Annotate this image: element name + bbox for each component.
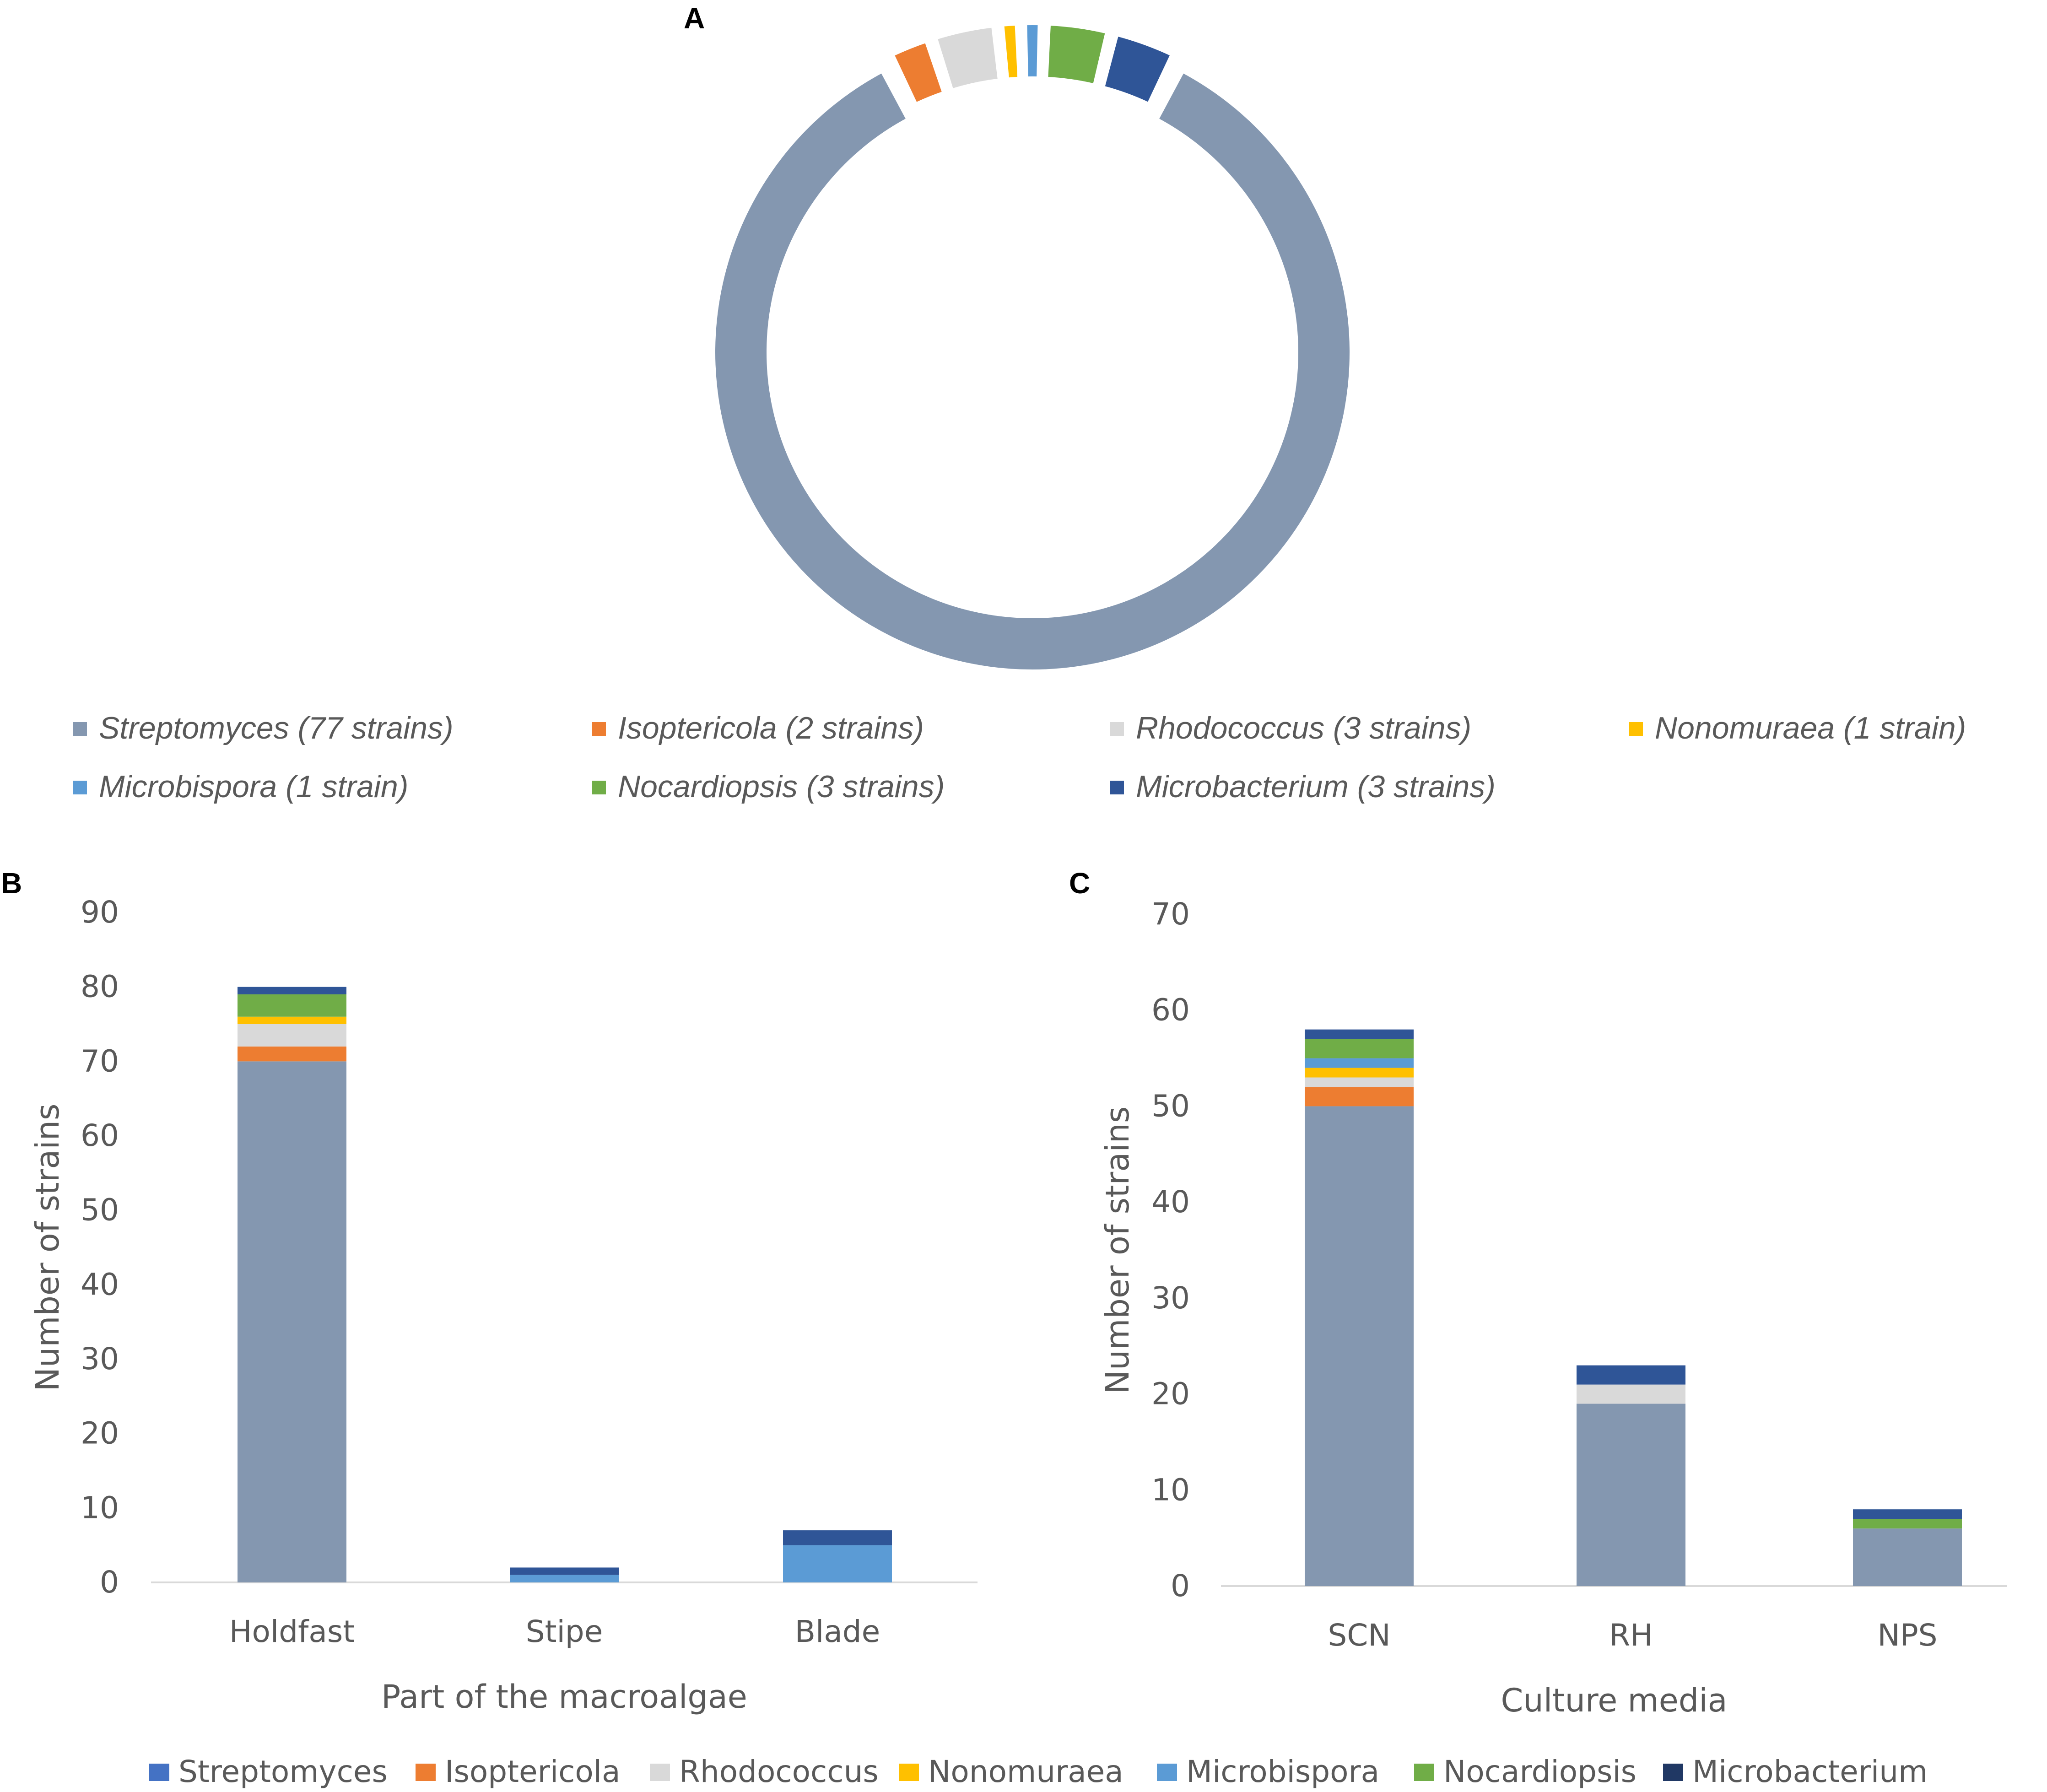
- bar-legend-swatch-streptomyces: [149, 1764, 169, 1781]
- legend-label-streptomyces: Streptomyces (77 strains): [99, 711, 454, 745]
- bar-scn-microbacterium: [1305, 1029, 1414, 1039]
- y-tick-label: 70: [81, 1043, 119, 1079]
- y-tick-label: 60: [81, 1118, 119, 1153]
- legend-label-nocardiopsis: Nocardiopsis (3 strains): [618, 769, 945, 804]
- bar-nps-streptomyces: [1853, 1528, 1962, 1586]
- bar-legend-label-rhodococcus: Rhodococcus: [679, 1754, 879, 1789]
- bar-nps-microbacterium: [1853, 1509, 1962, 1519]
- bar-blade-microbacterium: [783, 1530, 892, 1545]
- bar-scn-microbispora: [1305, 1058, 1414, 1068]
- legend-label-nonomuraea: Nonomuraea (1 strain): [1655, 711, 1966, 745]
- bar-scn-isoptericola: [1305, 1087, 1414, 1107]
- bar-legend-label-streptomyces: Streptomyces: [178, 1754, 388, 1789]
- bar-scn-nonomuraea: [1305, 1068, 1414, 1078]
- bar-legend-label-nonomuraea: Nonomuraea: [928, 1754, 1123, 1789]
- bar-stipe-microbacterium: [510, 1567, 619, 1575]
- slice-microbacterium: [1102, 33, 1173, 106]
- slice-microbispora: [1024, 22, 1041, 80]
- y-tick-label: 60: [1151, 993, 1190, 1028]
- y-axis-title: Number of strains: [1099, 1106, 1136, 1394]
- bar-legend-swatch-nonomuraea: [899, 1764, 919, 1781]
- bar-rh-rhodococcus: [1577, 1384, 1685, 1404]
- bar-legend-label-microbispora: Microbispora: [1186, 1754, 1379, 1789]
- x-tick-label-holdfast: Holdfast: [229, 1614, 355, 1649]
- y-tick-label: 70: [1151, 896, 1190, 932]
- legend-swatch-rhodococcus: [1110, 722, 1124, 736]
- bar-scn-rhodococcus: [1305, 1077, 1414, 1087]
- y-tick-label: 80: [81, 969, 119, 1004]
- bar-chart-culture-media: 0 10 20 30 40 50 60 70 SCN RH NPS Culture media Numb…: [1099, 896, 2007, 1719]
- legend-label-microbacterium: Microbacterium (3 strains): [1136, 769, 1496, 804]
- bar-legend-swatch-microbacterium: [1663, 1764, 1683, 1781]
- y-tick-label: 10: [1151, 1472, 1190, 1507]
- bar-scn-nocardiopsis: [1305, 1039, 1414, 1058]
- panel-b-letter: B: [1, 867, 22, 900]
- slice-streptomyces: [713, 70, 1352, 672]
- bar-legend-swatch-nocardiopsis: [1414, 1764, 1434, 1781]
- legend-swatch-isoptericola: [592, 722, 606, 736]
- bar-legend-swatch-rhodococcus: [650, 1764, 670, 1781]
- panel-c-letter: C: [1069, 867, 1090, 900]
- y-tick-label: 30: [1151, 1280, 1190, 1316]
- y-tick-label: 20: [1151, 1376, 1190, 1412]
- bar-legend: Streptomyces Isoptericola Rhodococcus Nonom…: [149, 1754, 1928, 1789]
- x-axis-title: Culture media: [1501, 1682, 1727, 1719]
- y-tick-label: 0: [100, 1565, 119, 1600]
- legend-swatch-streptomyces: [73, 722, 87, 736]
- bar-legend-label-nocardiopsis: Nocardiopsis: [1443, 1754, 1637, 1789]
- slice-nonomuraea: [1001, 22, 1021, 81]
- bar-holdfast-rhodococcus: [238, 1024, 346, 1047]
- legend-label-isoptericola: Isoptericola (2 strains): [618, 711, 924, 745]
- legend-swatch-nonomuraea: [1629, 722, 1643, 736]
- bar-legend-swatch-microbispora: [1157, 1764, 1177, 1781]
- legend-label-microbispora: Microbispora (1 strain): [99, 769, 408, 804]
- y-tick-label: 10: [81, 1490, 119, 1525]
- bar-legend-label-microbacterium: Microbacterium: [1692, 1754, 1928, 1789]
- slice-isoptericola: [891, 39, 945, 106]
- legend-swatch-nocardiopsis: [592, 781, 606, 794]
- x-axis-title: Part of the macroalgae: [381, 1678, 747, 1716]
- y-tick-label: 20: [81, 1416, 119, 1451]
- x-tick-label-rh: RH: [1609, 1618, 1653, 1653]
- y-tick-label: 90: [81, 895, 119, 930]
- bar-holdfast-nocardiopsis: [238, 994, 346, 1017]
- bar-holdfast-microbacterium: [238, 987, 346, 994]
- y-tick-label: 40: [81, 1267, 119, 1302]
- x-tick-label-blade: Blade: [795, 1614, 880, 1649]
- bar-nps-nocardiopsis: [1853, 1519, 1962, 1529]
- bar-holdfast-streptomyces: [238, 1061, 346, 1582]
- legend-swatch-microbispora: [73, 781, 87, 794]
- bar-scn-streptomyces: [1305, 1106, 1414, 1586]
- bar-chart-part-of-macroalgae: 0 10 20 30 40 50 60 70 80 90 Holdfast Stipe Blade Par…: [29, 895, 978, 1716]
- doughnut-legend: Streptomyces (77 strains) Isoptericola (2…: [73, 711, 1966, 804]
- legend-label-rhodococcus: Rhodococcus (3 strains): [1136, 711, 1471, 745]
- bar-stipe-microbispora: [510, 1575, 619, 1582]
- bar-holdfast-nonomuraea: [238, 1016, 346, 1024]
- bar-rh-microbacterium: [1577, 1365, 1685, 1385]
- panel-a-letter: A: [684, 2, 705, 35]
- y-tick-label: 50: [1151, 1088, 1190, 1123]
- x-tick-label-nps: NPS: [1877, 1618, 1937, 1653]
- y-tick-label: 50: [81, 1193, 119, 1228]
- x-tick-label-stipe: Stipe: [526, 1614, 603, 1649]
- bar-blade-microbispora: [783, 1545, 892, 1582]
- y-tick-label: 30: [81, 1341, 119, 1376]
- bar-legend-swatch-isoptericola: [416, 1764, 436, 1781]
- slice-nocardiopsis: [1045, 22, 1108, 87]
- bar-rh-streptomyces: [1577, 1403, 1685, 1586]
- slice-rhodococcus: [934, 25, 1001, 92]
- doughnut-chart: [713, 22, 1352, 672]
- legend-swatch-microbacterium: [1110, 781, 1124, 794]
- bar-holdfast-isoptericola: [238, 1046, 346, 1062]
- y-tick-label: 0: [1171, 1568, 1190, 1603]
- bar-legend-label-isoptericola: Isoptericola: [445, 1754, 621, 1789]
- y-axis-title: Number of strains: [29, 1103, 66, 1391]
- x-tick-label-scn: SCN: [1328, 1618, 1390, 1653]
- y-tick-label: 40: [1151, 1184, 1190, 1220]
